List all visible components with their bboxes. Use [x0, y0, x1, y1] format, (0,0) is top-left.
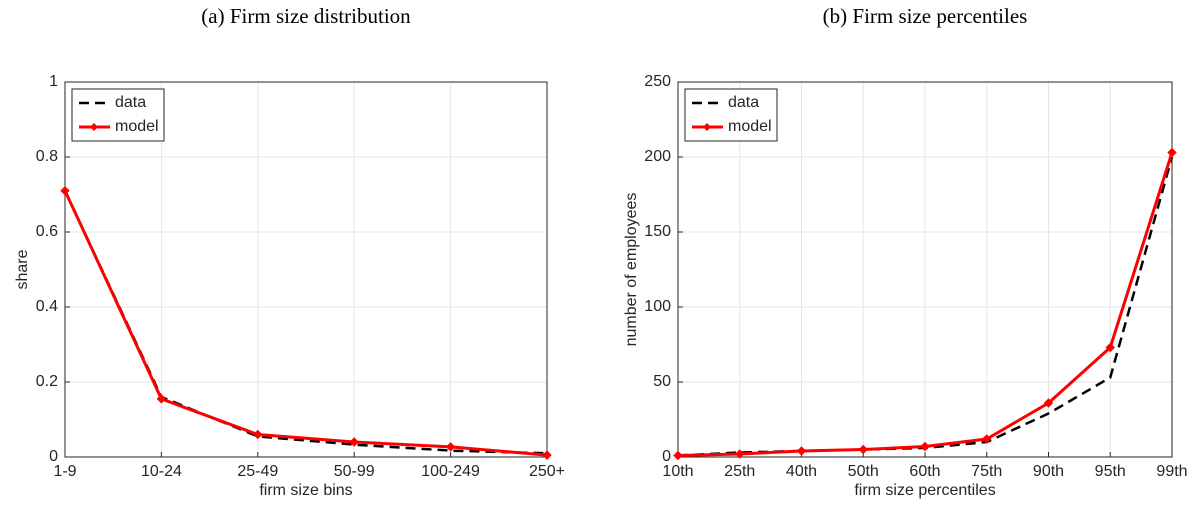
axes-box — [64, 81, 548, 458]
y-axis-label: number of employees — [623, 193, 640, 347]
x-tick-label: 90th — [1033, 463, 1064, 480]
series-marker — [253, 429, 263, 440]
series-marker — [735, 449, 745, 459]
series-marker — [1167, 147, 1177, 158]
x-tick-label: 10th — [662, 463, 693, 480]
chart-title: (a) Firm size distribution — [201, 4, 411, 28]
x-tick-label: 50th — [848, 463, 879, 480]
plot-area — [65, 82, 547, 457]
series-marker — [349, 437, 359, 447]
series-marker — [858, 444, 868, 455]
x-tick-label: 75th — [971, 463, 1002, 480]
legend-label: data — [728, 94, 759, 111]
x-tick-label: 1-9 — [53, 463, 76, 480]
legend-box — [684, 88, 778, 142]
y-tick-label: 0 — [662, 448, 671, 465]
x-tick-label: 25th — [724, 463, 755, 480]
y-tick-label: 200 — [644, 148, 671, 165]
x-tick-label: 25-49 — [237, 463, 278, 480]
y-tick-label: 1 — [49, 73, 58, 90]
axes-box — [677, 81, 1173, 458]
x-tick-label: 10-24 — [141, 463, 182, 480]
series-marker — [1043, 398, 1054, 408]
x-tick-label: 100-249 — [421, 463, 480, 480]
series-marker — [920, 441, 930, 452]
y-tick-label: 150 — [644, 223, 671, 240]
y-tick-label: 100 — [644, 298, 671, 315]
x-tick-label: 99th — [1156, 463, 1187, 480]
series-line — [63, 190, 548, 457]
legend-label: model — [115, 118, 159, 135]
legend-box — [71, 88, 165, 142]
x-tick-label: 40th — [786, 463, 817, 480]
series-marker — [156, 394, 167, 404]
legend-marker — [90, 123, 98, 131]
y-tick-label: 250 — [644, 73, 671, 90]
legend-label: model — [728, 118, 772, 135]
series-marker — [1105, 342, 1115, 353]
x-tick-label: 95th — [1095, 463, 1126, 480]
x-axis-label: firm size percentiles — [854, 482, 995, 499]
y-tick-label: 0.8 — [36, 148, 58, 165]
y-tick-label: 0 — [49, 448, 58, 465]
series-marker — [60, 186, 70, 196]
series-marker — [445, 442, 456, 452]
x-tick-label: 60th — [909, 463, 940, 480]
y-tick-label: 0.2 — [36, 373, 58, 390]
x-tick-label: 250+ — [529, 463, 565, 480]
series-marker — [542, 450, 552, 460]
x-axis-label: firm size bins — [259, 482, 352, 499]
y-axis-label: share — [14, 249, 31, 289]
legend-marker — [703, 123, 711, 131]
chart-title: (b) Firm size percentiles — [823, 4, 1028, 28]
legend-label: data — [115, 94, 146, 111]
series-marker — [673, 450, 683, 461]
x-tick-label: 50-99 — [334, 463, 375, 480]
series-marker — [796, 446, 807, 456]
y-tick-label: 0.4 — [36, 298, 58, 315]
series-marker — [982, 434, 992, 444]
y-tick-label: 50 — [653, 373, 671, 390]
y-tick-label: 0.6 — [36, 223, 58, 240]
